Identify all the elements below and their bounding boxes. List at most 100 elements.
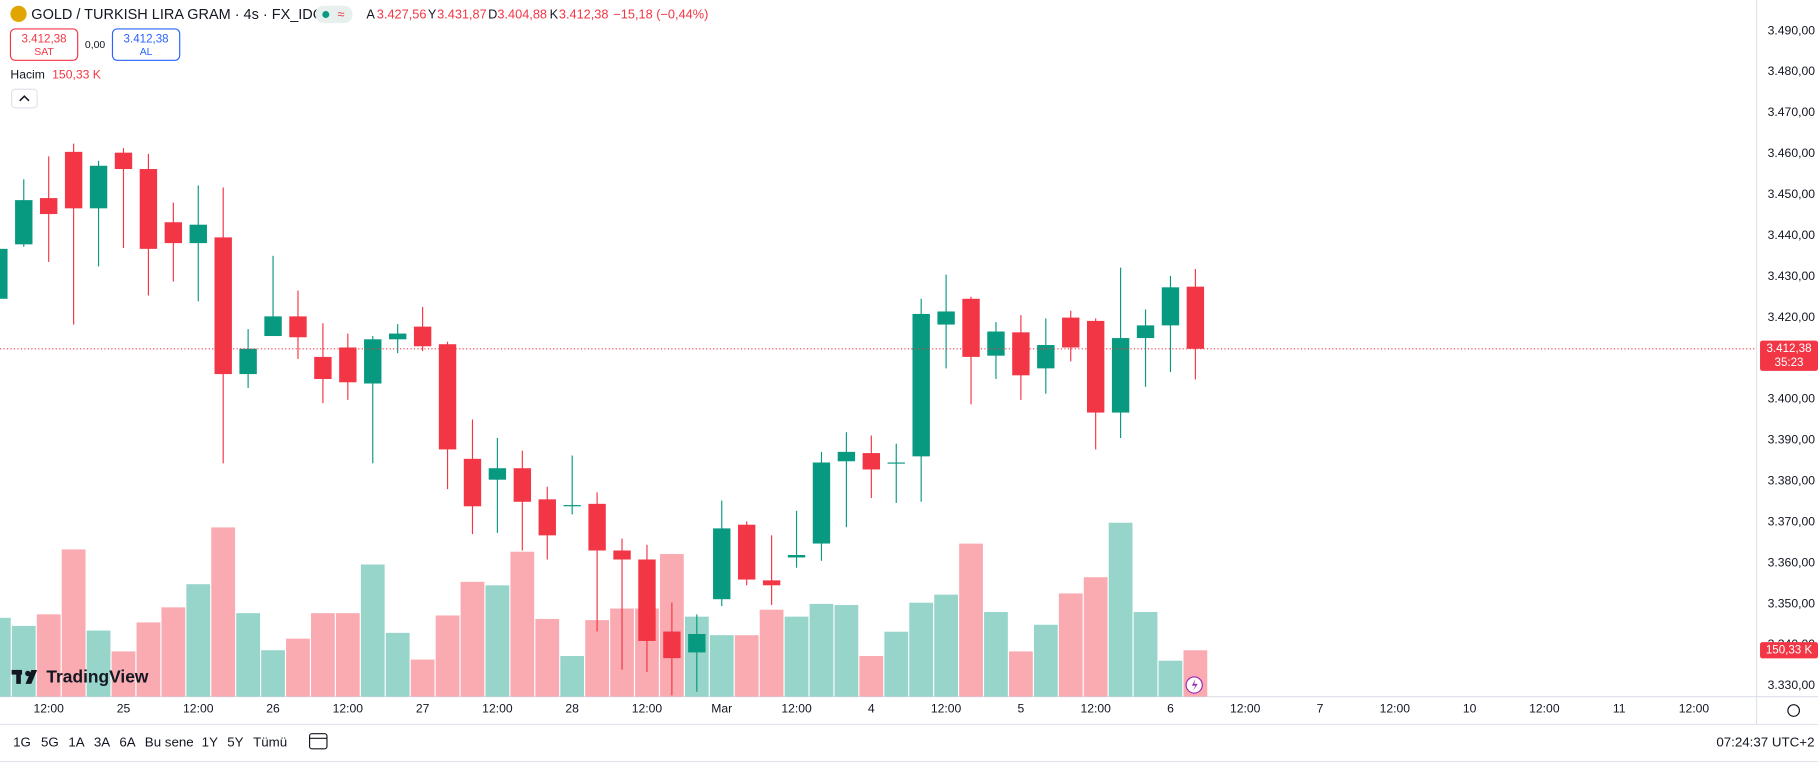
candle-body [189, 224, 207, 244]
volume-bar [61, 549, 86, 697]
x-tick-label: 12:00 [781, 702, 812, 716]
candle-body [513, 468, 532, 502]
volume-bar [510, 551, 535, 697]
close-value: 3.412,38 [559, 6, 609, 21]
x-tick-label: 12:00 [183, 702, 214, 716]
y-tick-label: 3.360,00 [1768, 555, 1816, 569]
x-tick-label: 12:00 [1529, 702, 1560, 716]
collapse-button[interactable] [11, 88, 38, 109]
candle-body [164, 222, 183, 244]
candle-body [264, 316, 282, 337]
logo-mark [25, 670, 31, 677]
volume-bar [759, 609, 784, 697]
buy-button[interactable] [111, 28, 181, 61]
volume-bar [286, 638, 310, 697]
delay-icon: ≈ [337, 6, 344, 21]
candle-body [289, 316, 307, 338]
candle-body [89, 165, 108, 209]
candle-body [214, 237, 232, 375]
y-tick-label: 3.450,00 [1768, 187, 1816, 201]
range-button[interactable]: Bu sene [145, 734, 194, 749]
candle-body [15, 200, 33, 245]
x-tick-label: 12:00 [1230, 702, 1261, 716]
candle-body [1037, 345, 1055, 369]
y-tick-label: 3.400,00 [1768, 392, 1816, 406]
volume-value: 150,33 K [52, 68, 101, 82]
volume-bar [884, 631, 909, 697]
volume-bar [335, 613, 360, 697]
spread: 0,00 [85, 40, 105, 51]
sell-button[interactable] [9, 28, 79, 61]
low-label: D [488, 6, 497, 21]
collapse-icon [19, 95, 30, 102]
candle-body [862, 453, 881, 470]
candle-body [114, 152, 133, 170]
x-tick-label: 12:00 [1080, 702, 1111, 716]
candle-body [339, 347, 357, 383]
settings-icon[interactable] [1787, 704, 1801, 717]
volume-bar [485, 585, 510, 697]
logo-mark [16, 669, 21, 684]
candle-body [663, 631, 681, 659]
candle-layer [0, 143, 1205, 696]
volume-bar [859, 656, 884, 697]
candle-body [937, 311, 955, 325]
candle-body [1111, 338, 1130, 413]
status-badge[interactable] [315, 5, 353, 24]
y-tick-label: 3.430,00 [1768, 269, 1816, 283]
volume-bar [11, 625, 36, 697]
y-tick-label: 3.330,00 [1768, 678, 1816, 692]
volume-bar [136, 622, 161, 697]
range-button[interactable]: 6A [119, 734, 135, 749]
candle-body [538, 499, 556, 536]
low-value: 3.404,88 [497, 6, 547, 21]
x-tick-label: 12:00 [632, 702, 663, 716]
volume-bar [585, 620, 609, 697]
volume-bar [1058, 593, 1083, 697]
y-tick-label: 3.440,00 [1768, 228, 1816, 242]
range-button[interactable]: 5G [41, 734, 59, 749]
volume-bar [311, 613, 335, 697]
volume-bar [959, 543, 983, 697]
y-tick-label: 3.420,00 [1768, 310, 1816, 324]
volume-bar [984, 612, 1008, 697]
range-button[interactable]: 1Y [202, 734, 218, 749]
range-button[interactable]: 3A [94, 734, 110, 749]
volume-bar [360, 564, 385, 697]
volume-bar [161, 607, 186, 697]
volume-bar [535, 618, 560, 697]
candle-body [837, 451, 856, 462]
volume-bar [809, 603, 834, 697]
x-tick-label: 12:00 [1679, 702, 1710, 716]
volume-bar [909, 602, 934, 697]
x-tick-label: 28 [565, 702, 579, 716]
volume-bar [1083, 577, 1108, 697]
y-tick-label: 3.460,00 [1768, 146, 1816, 160]
clock[interactable]: 07:24:37 UTC+2 [1716, 734, 1814, 749]
range-button[interactable]: 1G [13, 734, 31, 749]
x-tick-label: 12:00 [33, 702, 64, 716]
range-button[interactable]: Tümü [253, 734, 287, 749]
candle-body [588, 503, 606, 551]
sell-label: SAT [34, 47, 54, 58]
candle-body [688, 633, 706, 653]
symbol-title[interactable]: GOLD / TURKISH LIRA GRAM · 4s · FX_IDC [31, 7, 323, 23]
candle-body [239, 348, 257, 375]
volume-bar [36, 614, 61, 697]
range-button[interactable]: 5Y [227, 734, 243, 749]
candle-body [413, 326, 432, 347]
symbol-icon [10, 5, 27, 23]
x-tick-label: 4 [868, 702, 875, 716]
x-tick-label: Mar [711, 702, 732, 716]
candle-body [638, 559, 656, 641]
range-button[interactable]: 1A [68, 734, 84, 749]
calendar-icon[interactable] [308, 733, 328, 750]
candle-body [613, 550, 631, 560]
volume-layer [0, 522, 1208, 697]
candle-body [64, 151, 83, 209]
candle-body [812, 462, 831, 544]
candle-body [0, 248, 8, 299]
countdown: 35:23 [1775, 357, 1804, 369]
volume-bar [734, 635, 759, 697]
sell-price: 3.412,38 [22, 33, 67, 45]
